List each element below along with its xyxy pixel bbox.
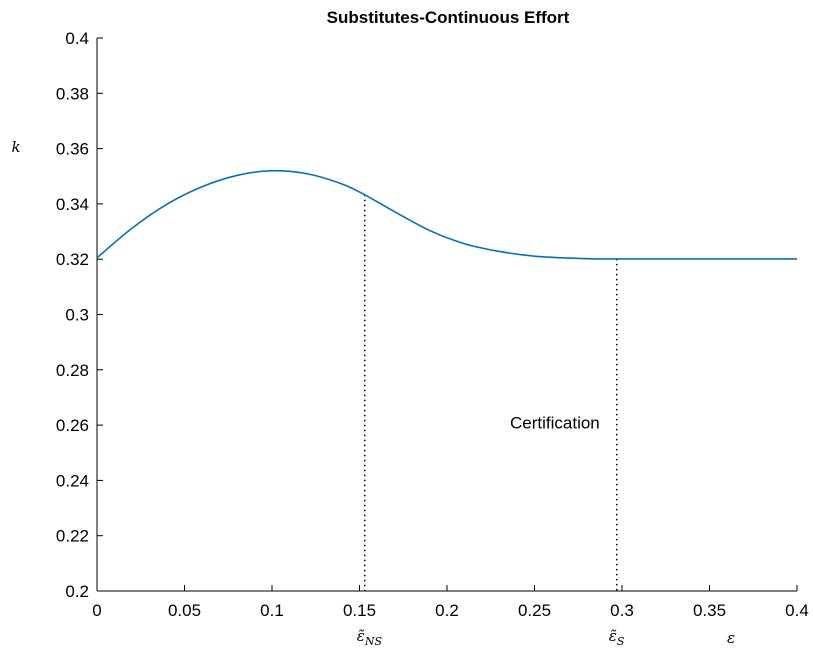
y-tick-label: 0.22 (56, 527, 89, 546)
y-tick-label: 0.34 (56, 195, 89, 214)
x-tick-label: 0.25 (518, 601, 551, 620)
threshold-labels: ε̃NS ε̃S (357, 627, 625, 648)
y-tick-label: 0.3 (65, 306, 89, 325)
x-tick-label: 0.2 (435, 601, 459, 620)
x-tick-label: 0.35 (693, 601, 726, 620)
x-tick-label: 0.3 (610, 601, 634, 620)
y-axis-label: k (11, 138, 20, 156)
threshold-subscript: NS (364, 635, 383, 648)
threshold-symbol: ε̃ (609, 627, 617, 645)
y-axis-ticks: 0.2 0.22 0.24 0.26 0.28 0.3 0.32 0.34 0.36 0.38 0.… (56, 29, 103, 601)
series-line (96, 169, 797, 260)
y-tick-label: 0.2 (65, 582, 89, 601)
x-tick-label: 0.15 (343, 601, 376, 620)
threshold-symbol: ε̃ (357, 627, 365, 645)
y-tick-label: 0.32 (56, 250, 89, 269)
threshold-subscript: S (617, 635, 625, 648)
threshold-label: ε̃NS (357, 627, 383, 648)
y-tick-label: 0.26 (56, 416, 89, 435)
y-tick-label: 0.28 (56, 361, 89, 380)
y-tick-label: 0.24 (56, 471, 89, 490)
x-tick-label: 0.1 (260, 601, 284, 620)
threshold-lines (364, 194, 618, 591)
y-tick-label: 0.36 (56, 140, 89, 159)
x-axis-label: ε (727, 629, 735, 647)
x-tick-label: 0 (92, 601, 101, 620)
annotation-certification: Certification (510, 413, 600, 432)
y-tick-label: 0.4 (65, 29, 89, 48)
plot-frame (97, 38, 797, 591)
x-tick-label: 0.05 (168, 601, 201, 620)
y-tick-label: 0.38 (56, 84, 89, 103)
chart-title: Substitutes-Continuous Effort (327, 8, 570, 27)
x-axis-ticks: 0 0.05 0.1 0.15 0.2 0.25 0.3 0.35 0.4 (92, 585, 809, 620)
threshold-label: ε̃S (609, 627, 625, 648)
x-tick-label: 0.4 (785, 601, 809, 620)
